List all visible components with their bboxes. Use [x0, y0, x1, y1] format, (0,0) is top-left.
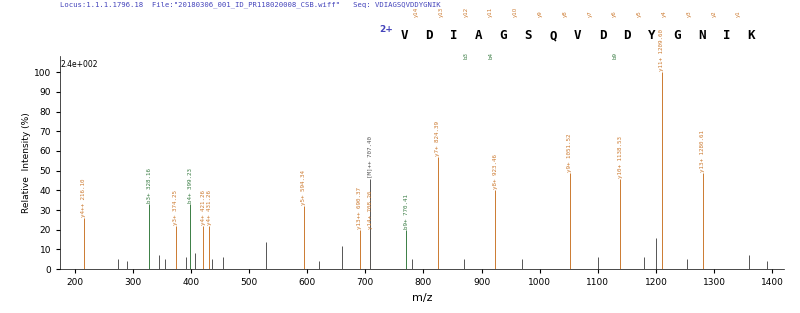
Text: y13+ 1280.61: y13+ 1280.61 — [701, 130, 706, 172]
Text: 2+: 2+ — [379, 25, 394, 34]
Text: S: S — [524, 29, 532, 43]
Text: y14: y14 — [414, 7, 419, 17]
Text: y2: y2 — [711, 10, 717, 17]
Text: D: D — [425, 29, 433, 43]
Text: G: G — [499, 29, 507, 43]
Text: y4++ 216.10: y4++ 216.10 — [82, 178, 86, 217]
Text: y4: y4 — [662, 10, 667, 17]
Text: b9: b9 — [612, 52, 618, 59]
Text: V: V — [400, 29, 408, 43]
Text: y10: y10 — [513, 7, 518, 17]
Text: y3+ 374.25: y3+ 374.25 — [174, 190, 178, 225]
Text: y8+ 923.46: y8+ 923.46 — [493, 154, 498, 189]
Text: [M]++ 707.40: [M]++ 707.40 — [367, 136, 372, 177]
Text: Y: Y — [648, 29, 656, 43]
Text: G: G — [673, 29, 681, 43]
Text: N: N — [698, 29, 706, 43]
Text: D: D — [623, 29, 631, 43]
Text: y9: y9 — [538, 10, 543, 17]
Text: y6: y6 — [612, 10, 618, 17]
Text: 2.4e+002: 2.4e+002 — [60, 60, 98, 69]
Text: y4+ 421.26: y4+ 421.26 — [201, 190, 206, 225]
Text: A: A — [474, 29, 482, 43]
Text: y13: y13 — [438, 7, 444, 17]
Text: Q: Q — [549, 29, 557, 43]
Text: y8: y8 — [562, 10, 568, 17]
Text: V: V — [574, 29, 582, 43]
Text: b9+ 770.41: b9+ 770.41 — [404, 194, 409, 229]
Text: y4+ 431.26: y4+ 431.26 — [206, 190, 211, 225]
Text: b4: b4 — [488, 52, 494, 59]
Text: b4+ 399.23: b4+ 399.23 — [188, 168, 193, 203]
Text: y7+ 824.39: y7+ 824.39 — [435, 121, 440, 156]
Text: y9+ 1051.52: y9+ 1051.52 — [567, 133, 572, 172]
Text: b3: b3 — [463, 52, 469, 59]
Text: y13++ 690.37: y13++ 690.37 — [358, 187, 362, 229]
Text: y7: y7 — [587, 10, 593, 17]
Text: y5: y5 — [637, 10, 642, 17]
Text: y11: y11 — [488, 7, 494, 17]
X-axis label: m/z: m/z — [412, 293, 432, 303]
Text: b3+ 328.16: b3+ 328.16 — [146, 168, 151, 203]
Y-axis label: Relative  Intensity (%): Relative Intensity (%) — [22, 112, 31, 213]
Text: D: D — [598, 29, 606, 43]
Text: K: K — [747, 29, 755, 43]
Text: Locus:1.1.1.1796.18  File:"20180306_001_ID_PR118020008_CSB.wiff"   Seq: VDIAGSQV: Locus:1.1.1.1796.18 File:"20180306_001_I… — [60, 2, 441, 8]
Text: I: I — [722, 29, 730, 43]
Text: I: I — [450, 29, 458, 43]
Text: y12: y12 — [463, 7, 469, 17]
Text: y10+ 1138.53: y10+ 1138.53 — [618, 136, 623, 177]
Text: y3: y3 — [686, 10, 692, 17]
Text: y1: y1 — [736, 10, 742, 17]
Text: y11+ 1209.60: y11+ 1209.60 — [659, 29, 664, 71]
Text: y5+ 594.34: y5+ 594.34 — [302, 170, 306, 205]
Text: y14+ 708.26: y14+ 708.26 — [368, 190, 373, 229]
